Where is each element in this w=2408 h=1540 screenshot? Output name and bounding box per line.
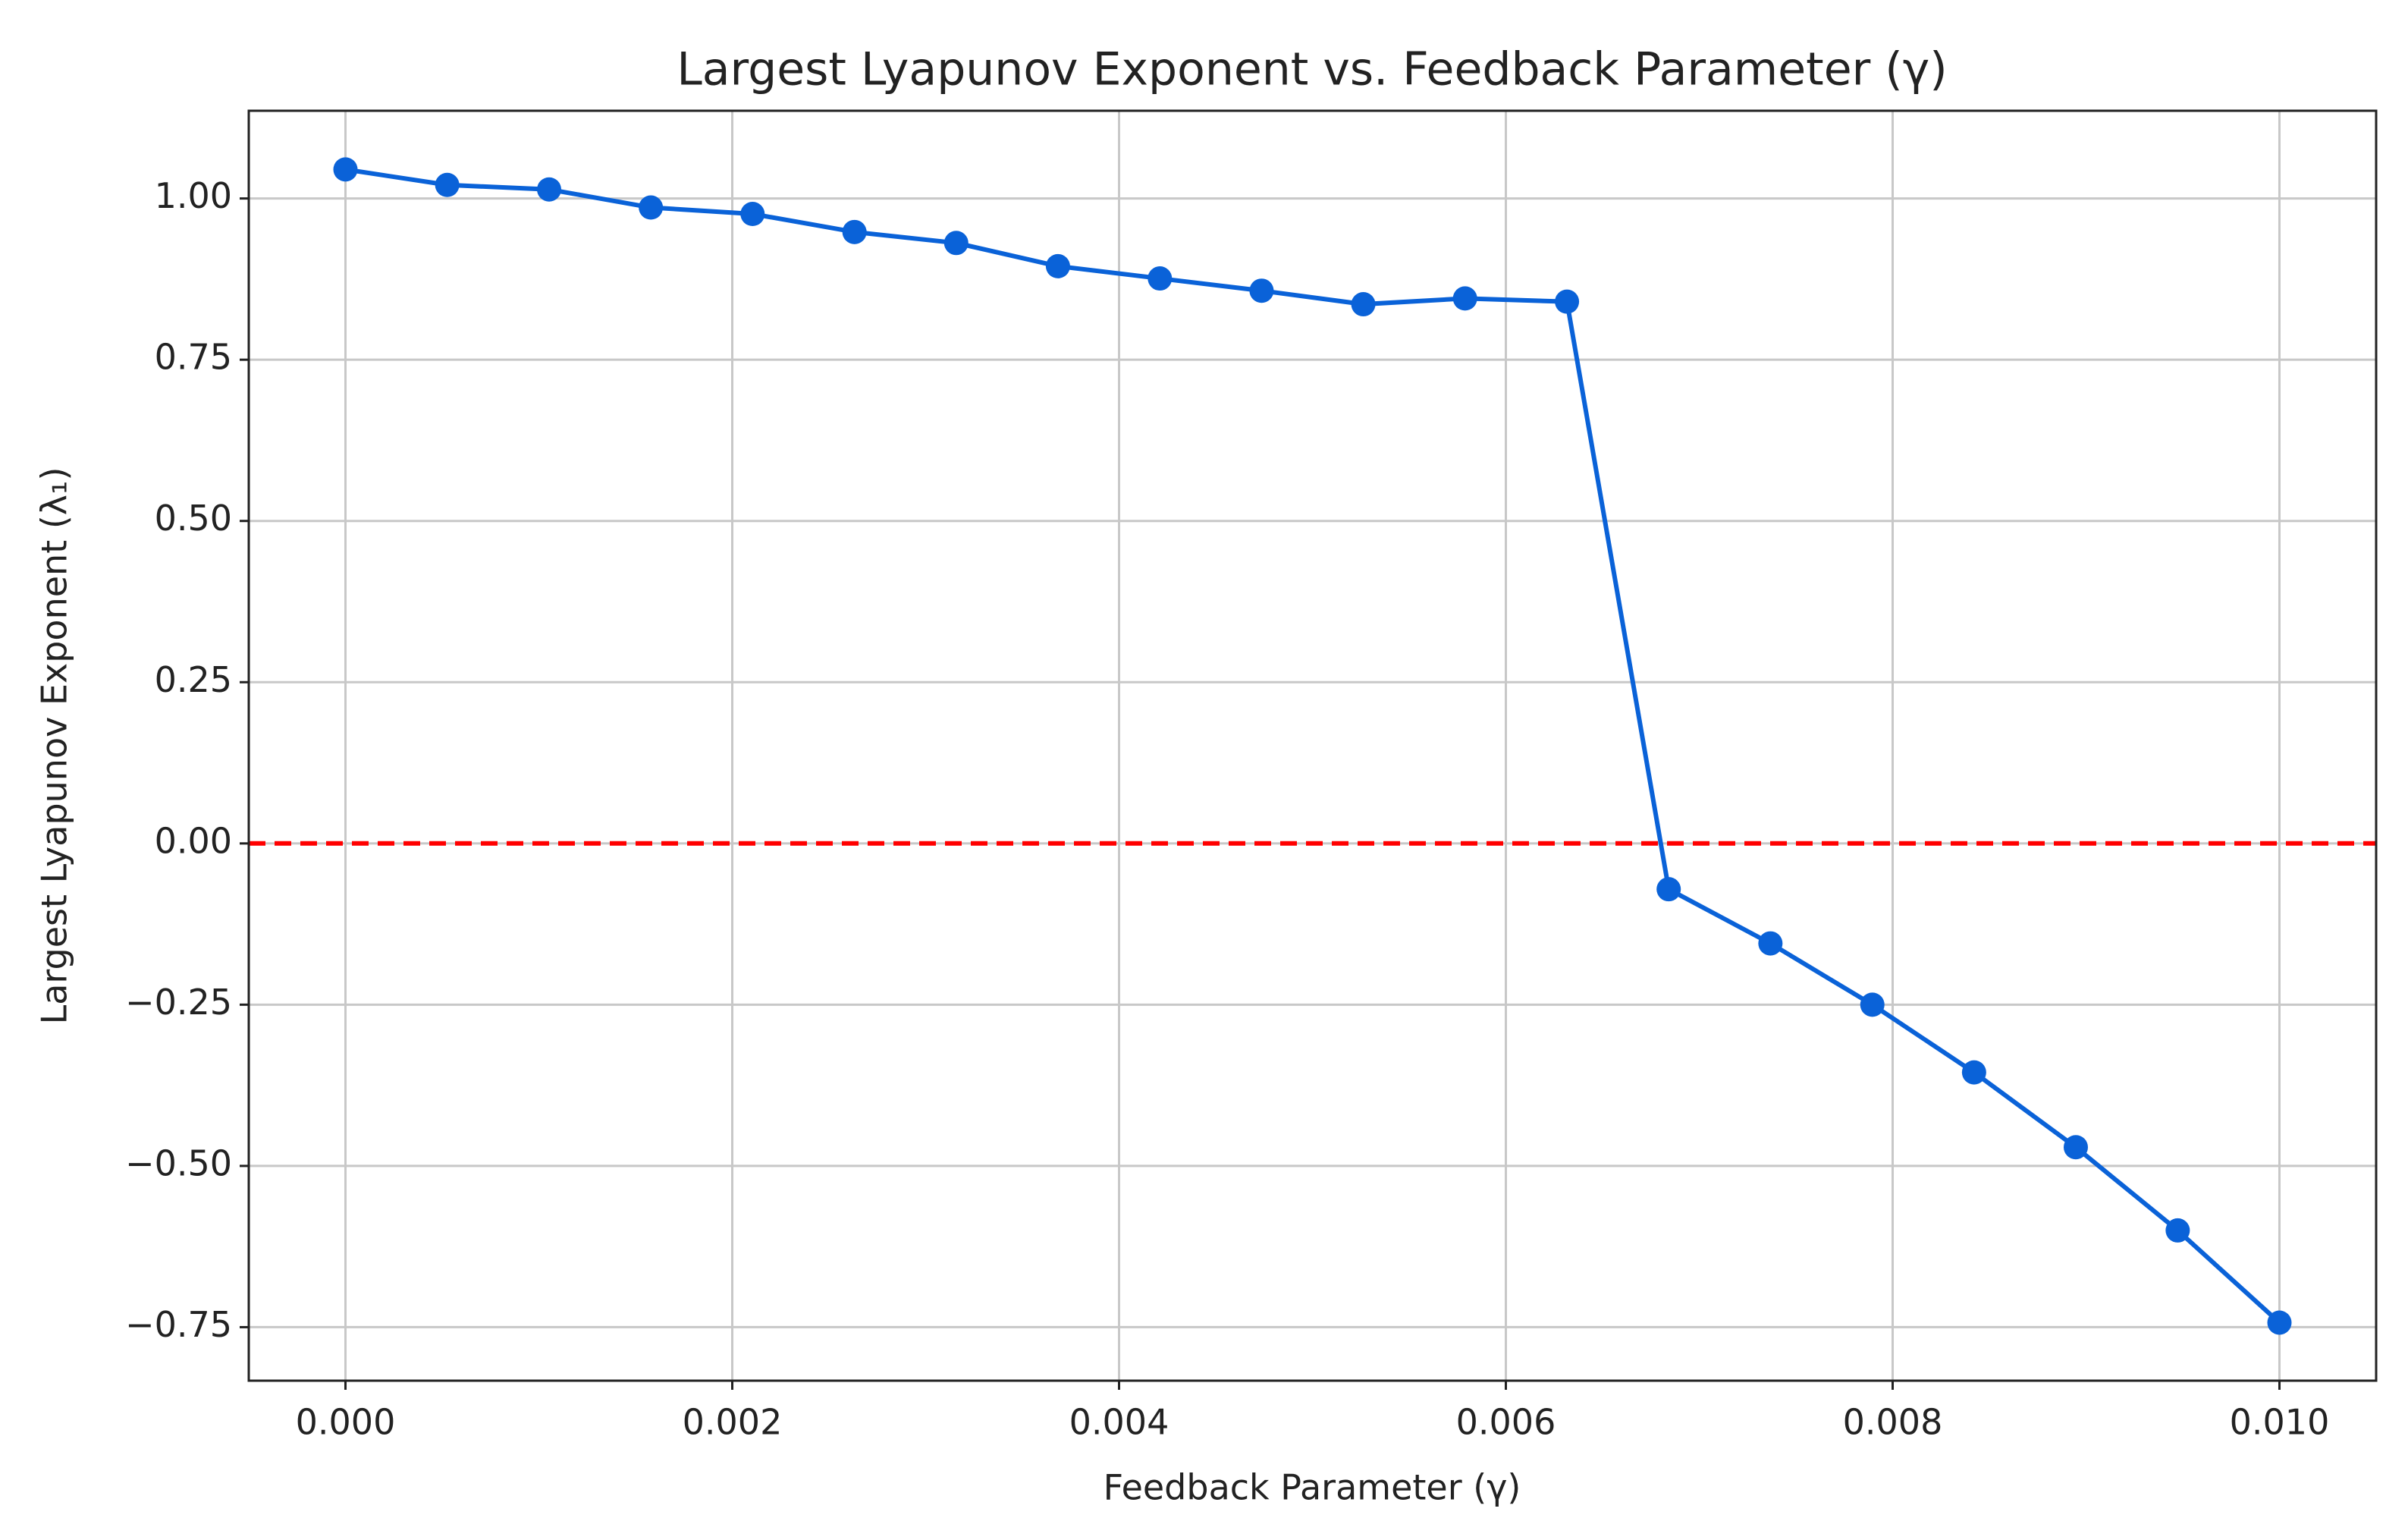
data-point bbox=[1656, 877, 1681, 902]
data-point bbox=[2063, 1135, 2088, 1160]
data-point bbox=[842, 219, 867, 244]
data-point bbox=[740, 202, 765, 227]
y-tick-label: 0.75 bbox=[155, 337, 232, 378]
data-line bbox=[345, 167, 2281, 1325]
data-point bbox=[639, 195, 664, 220]
data-point bbox=[333, 157, 358, 182]
data-point bbox=[1961, 1060, 1986, 1085]
data-point bbox=[1147, 266, 1173, 291]
x-tick-label: 0.010 bbox=[2230, 1402, 2330, 1443]
data-point bbox=[1045, 253, 1070, 278]
y-axis-label: Largest Lyapunov Exponent (λ₁) bbox=[34, 467, 75, 1025]
x-tick-label: 0.004 bbox=[1069, 1402, 1169, 1443]
x-tick-label: 0.006 bbox=[1456, 1402, 1556, 1443]
x-tick-label: 0.002 bbox=[683, 1402, 783, 1443]
data-point bbox=[435, 172, 460, 197]
data-point bbox=[1555, 289, 1580, 314]
plot-frame bbox=[247, 109, 2378, 1382]
y-tick-label: −0.25 bbox=[125, 982, 232, 1023]
data-point bbox=[2165, 1218, 2190, 1243]
y-tick-label: 0.25 bbox=[155, 659, 232, 700]
chart-title: Largest Lyapunov Exponent vs. Feedback P… bbox=[677, 43, 1947, 96]
x-tick-label: 0.008 bbox=[1843, 1402, 1943, 1443]
y-tick-label: 0.00 bbox=[155, 820, 232, 861]
data-point bbox=[1452, 286, 1477, 311]
data-point bbox=[1351, 292, 1376, 317]
y-tick-label: −0.50 bbox=[125, 1142, 232, 1183]
y-tick-label: 1.00 bbox=[155, 175, 232, 216]
data-point bbox=[1249, 278, 1274, 303]
x-tick-label: 0.000 bbox=[296, 1402, 396, 1443]
y-tick-label: 0.50 bbox=[155, 498, 232, 539]
data-point bbox=[537, 177, 562, 202]
data-point bbox=[1860, 992, 1885, 1017]
data-point bbox=[943, 231, 969, 256]
y-tick-label: −0.75 bbox=[125, 1304, 232, 1345]
data-point bbox=[1758, 931, 1783, 956]
data-point bbox=[2267, 1310, 2292, 1335]
x-axis-label: Feedback Parameter (γ) bbox=[1104, 1467, 1521, 1508]
